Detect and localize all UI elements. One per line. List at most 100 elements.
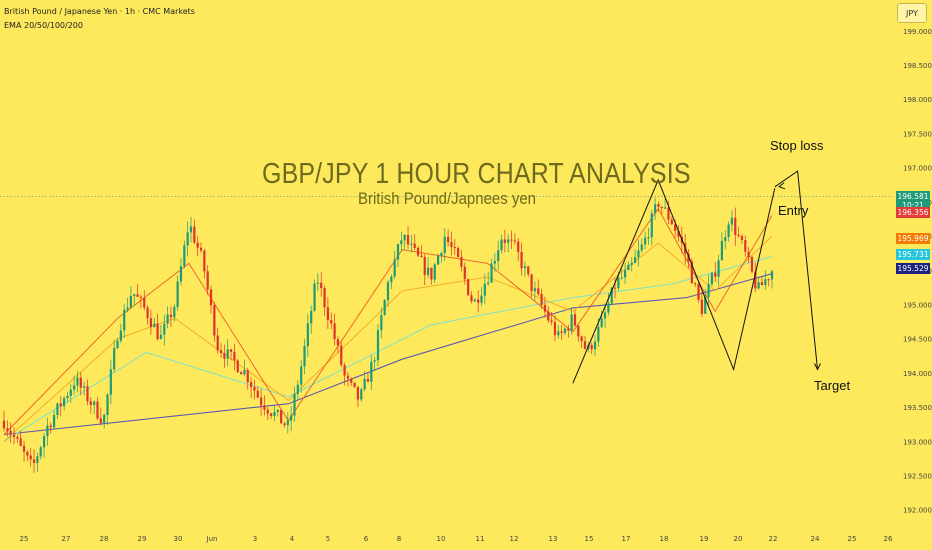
y-tick-label: 194.500	[903, 336, 932, 344]
candle-body	[99, 418, 102, 424]
x-tick-label: 25	[20, 535, 29, 543]
candle-body	[560, 331, 563, 333]
candle-body	[159, 334, 163, 340]
candle-body	[296, 384, 299, 394]
candle-body	[426, 267, 430, 275]
candle-body	[660, 206, 663, 209]
candle-body	[764, 279, 767, 286]
candle-body	[450, 242, 453, 247]
candle-body	[760, 282, 764, 286]
candle-body	[113, 348, 116, 370]
y-tick-label: 192.000	[903, 507, 932, 515]
candle-body	[637, 250, 640, 258]
x-tick-label: 11	[476, 535, 485, 543]
price-tag: 196.356	[896, 206, 930, 218]
axes: 192.000 192.500 193.000 193.500 194.000 194.5…	[20, 28, 932, 543]
y-tick-label: 198.000	[903, 96, 932, 104]
pattern-lines	[572, 170, 821, 384]
candle-body	[169, 314, 173, 318]
candle-body	[363, 378, 366, 390]
candle-body	[163, 323, 166, 335]
candle-body	[300, 366, 303, 385]
candle-body	[420, 255, 423, 257]
candle-body	[310, 310, 313, 324]
candle-body	[406, 235, 410, 245]
candle-body	[430, 267, 433, 280]
candle-body	[293, 393, 296, 416]
candle-body	[286, 420, 289, 426]
candle-body	[530, 274, 533, 292]
candle-body	[463, 266, 466, 280]
x-tick-label: 6	[364, 535, 369, 543]
candle-body	[436, 255, 440, 265]
candle-body	[694, 283, 697, 285]
candle-body	[343, 365, 346, 376]
candle-body	[346, 375, 350, 379]
y-tick-label: 199.000	[903, 28, 932, 36]
candle-body	[263, 405, 266, 410]
candle-body	[550, 320, 553, 323]
candle-body	[620, 277, 623, 279]
candle-body	[106, 394, 109, 415]
candle-body	[42, 436, 46, 448]
candle-body	[22, 445, 26, 452]
x-tick-label: 24	[811, 535, 820, 543]
candle-body	[256, 390, 259, 398]
candle-body	[123, 309, 126, 331]
candle-body	[623, 270, 627, 278]
x-tick-label: 29	[138, 535, 147, 543]
candle-body	[470, 295, 473, 302]
candle-body	[687, 253, 690, 262]
candle-body	[236, 360, 239, 373]
x-tick-label: 20	[734, 535, 743, 543]
price-tag: 196.58110:21	[896, 191, 930, 212]
x-tick-label: 3	[253, 535, 257, 543]
candle-body	[570, 314, 573, 331]
entry-arrowhead	[778, 182, 786, 190]
candle-body	[453, 246, 456, 249]
symbol-title[interactable]: British Pound / Japanese Yen · 1h · CMC …	[4, 7, 195, 16]
currency-button[interactable]: JPY	[897, 3, 927, 23]
candle-body	[239, 372, 243, 375]
candle-body	[710, 272, 713, 285]
candle-body	[136, 294, 139, 297]
candle-body	[720, 240, 724, 261]
candle-body	[677, 230, 680, 237]
candle-body	[393, 259, 396, 277]
candle-body	[223, 353, 226, 359]
candle-body	[179, 266, 183, 282]
candle-body	[423, 256, 426, 275]
candle-body	[600, 318, 603, 327]
y-tick-label: 193.500	[903, 404, 932, 412]
candle-body	[627, 264, 630, 271]
candle-body	[610, 287, 613, 304]
candle-body	[323, 288, 326, 308]
candle-body	[734, 217, 737, 235]
y-tick-label: 194.000	[903, 370, 932, 378]
ema20-line	[3, 207, 773, 435]
candle-body	[487, 282, 490, 284]
x-tick-label: 22	[769, 535, 778, 543]
candle-body	[654, 204, 657, 214]
candle-body	[280, 409, 283, 424]
candle-body	[336, 339, 340, 346]
candle-body	[176, 281, 179, 307]
candle-body	[116, 340, 119, 349]
indicator-label[interactable]: EMA 20/50/100/200	[4, 21, 83, 30]
x-tick-label: 17	[622, 535, 631, 543]
price-tag: 195.731	[896, 249, 930, 261]
candle-body	[510, 239, 513, 241]
candle-body	[373, 360, 376, 362]
candles	[2, 197, 774, 473]
x-tick-label: 18	[660, 535, 669, 543]
candle-body	[664, 207, 667, 209]
candle-body	[754, 271, 757, 289]
candle-body	[704, 296, 707, 314]
candle-body	[640, 244, 643, 251]
candle-body	[577, 325, 580, 337]
candle-body	[52, 415, 56, 428]
candle-body	[630, 262, 633, 265]
candle-body	[69, 389, 72, 396]
target-label: Target	[814, 378, 851, 393]
